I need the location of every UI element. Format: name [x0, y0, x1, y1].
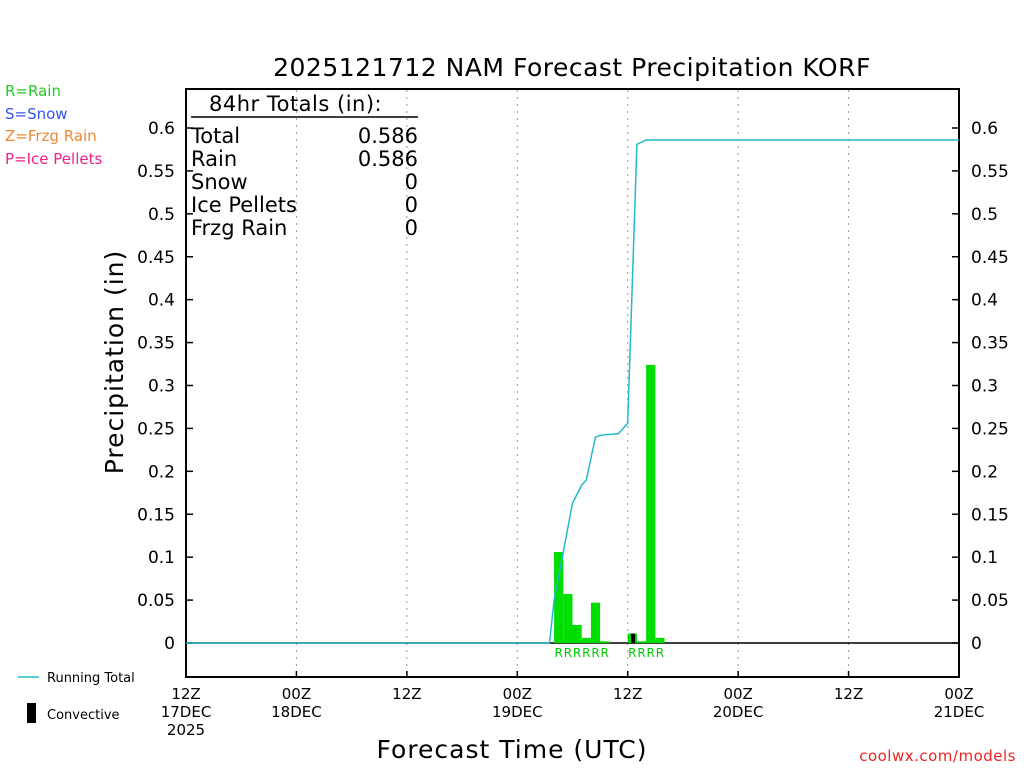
- y-tick-label-left-8: 0.4: [148, 291, 175, 311]
- totals-value-frzg-rain: 0: [405, 216, 418, 240]
- y-tick-label-left-10: 0.5: [148, 205, 175, 225]
- precip-marker-8: R: [647, 646, 655, 660]
- precip-marker-7: R: [637, 646, 645, 660]
- y-tick-label-right-6: 0.3: [971, 377, 998, 397]
- totals-label-frzg-rain: Frzg Rain: [191, 216, 287, 240]
- convective-legend-label: Convective: [47, 708, 120, 723]
- x-tick-label-1-0: 00Z: [282, 685, 311, 703]
- x-tick-label-5-0: 00Z: [723, 685, 752, 703]
- y-tick-label-right-1: 0.05: [971, 591, 1009, 611]
- y-tick-label-left-4: 0.2: [148, 462, 175, 482]
- x-tick-label-5-1: 20DEC: [713, 703, 764, 721]
- totals-title: 84hr Totals (in):: [209, 92, 382, 116]
- y-tick-label-left-3: 0.15: [137, 505, 175, 525]
- y-tick-label-right-11: 0.55: [971, 162, 1009, 182]
- totals-label-ice-pellets: Ice Pellets: [191, 193, 297, 217]
- plot-frame: [185, 88, 960, 678]
- x-tick-label-0-0: 12Z: [171, 685, 200, 703]
- legend-ice-pellets: P=Ice Pellets: [5, 150, 102, 168]
- x-tick-label-3-0: 00Z: [503, 685, 532, 703]
- x-tick-label-0-2: 2025: [167, 721, 205, 739]
- totals-label-rain: Rain: [191, 147, 237, 171]
- legend-snow: S=Snow: [5, 105, 68, 123]
- totals-label-total: Total: [190, 124, 240, 148]
- convective-bars: [630, 633, 636, 643]
- x-tick-label-7-0: 00Z: [944, 685, 973, 703]
- y-tick-label-right-9: 0.45: [971, 248, 1009, 268]
- x-tick-label-7-1: 21DEC: [934, 703, 985, 721]
- y-tick-label-right-8: 0.4: [971, 291, 998, 311]
- legend-rain: R=Rain: [5, 82, 61, 100]
- precip-marker-0: R: [555, 646, 563, 660]
- y-tick-label-right-10: 0.5: [971, 205, 998, 225]
- rain-bar-9: [655, 637, 665, 643]
- rain-bars: [554, 364, 665, 643]
- rain-bar-4: [590, 602, 601, 643]
- convective-bar-0: [630, 633, 636, 643]
- legend-frzg-rain: Z=Frzg Rain: [5, 127, 97, 145]
- y-tick-label-left-12: 0.6: [148, 119, 175, 139]
- y-tick-label-right-7: 0.35: [971, 334, 1009, 354]
- x-tick-label-4-0: 12Z: [613, 685, 642, 703]
- y-tick-label-left-0: 0: [164, 634, 175, 654]
- precip-type-legend: R=Rain S=Snow Z=Frzg Rain P=Ice Pellets: [5, 82, 102, 168]
- precip-marker-9: R: [656, 646, 664, 660]
- rain-bar-7: [636, 641, 647, 643]
- y-tick-label-left-6: 0.3: [148, 377, 175, 397]
- totals-value-rain: 0.586: [358, 147, 418, 171]
- chart-title: 2025121712 NAM Forecast Precipitation KO…: [273, 53, 871, 82]
- y-tick-label-left-9: 0.45: [137, 248, 175, 268]
- y-tick-label-right-4: 0.2: [971, 462, 998, 482]
- totals-box: 84hr Totals (in): Total 0.586 Rain 0.586…: [190, 92, 418, 240]
- rain-bar-5: [600, 641, 610, 643]
- rain-bar-1: [563, 594, 573, 643]
- running-total-legend-label: Running Total: [47, 671, 135, 686]
- x-tick-label-0-1: 17DEC: [161, 703, 212, 721]
- y-tick-label-right-5: 0.25: [971, 419, 1009, 439]
- rain-bar-2: [572, 624, 582, 643]
- precip-marker-5: R: [601, 646, 609, 660]
- precip-marker-1: R: [564, 646, 572, 660]
- credit-text: coolwx.com/models: [859, 747, 1016, 765]
- grid-lines: [295, 90, 850, 676]
- precip-marker-6: R: [628, 646, 636, 660]
- x-axis-label: Forecast Time (UTC): [377, 735, 648, 764]
- x-tick-label-1-1: 18DEC: [271, 703, 322, 721]
- precip-marker-2: R: [573, 646, 581, 660]
- y-axis-ticks: 0 00.05 0.050.1 0.10.15 0.150.2 0.20.25 0.250.…: [137, 119, 1009, 654]
- x-tick-label-2-0: 12Z: [392, 685, 421, 703]
- y-tick-label-left-5: 0.25: [137, 419, 175, 439]
- convective-legend-swatch: [27, 703, 36, 723]
- rain-bar-8: [646, 364, 656, 643]
- y-tick-label-right-3: 0.15: [971, 505, 1009, 525]
- rain-bar-3: [581, 637, 591, 643]
- x-tick-label-3-1: 19DEC: [492, 703, 543, 721]
- y-tick-label-left-2: 0.1: [148, 548, 175, 568]
- x-tick-label-6-0: 12Z: [834, 685, 863, 703]
- rain-bar-0: [554, 552, 564, 643]
- totals-value-snow: 0: [405, 170, 418, 194]
- y-tick-label-left-7: 0.35: [137, 334, 175, 354]
- totals-value-ice-pellets: 0: [405, 193, 418, 217]
- precip-marker-4: R: [591, 646, 599, 660]
- precip-marker-3: R: [582, 646, 590, 660]
- y-tick-label-right-12: 0.6: [971, 119, 998, 139]
- y-tick-label-left-11: 0.55: [137, 162, 175, 182]
- y-axis-label: Precipitation (in): [100, 250, 129, 475]
- series-legend: Running Total Convective: [18, 671, 135, 723]
- y-tick-label-right-0: 0: [971, 634, 982, 654]
- totals-label-snow: Snow: [191, 170, 248, 194]
- y-tick-label-left-1: 0.05: [137, 591, 175, 611]
- running-total-line: [186, 139, 959, 644]
- y-tick-label-right-2: 0.1: [971, 548, 998, 568]
- totals-value-total: 0.586: [358, 124, 418, 148]
